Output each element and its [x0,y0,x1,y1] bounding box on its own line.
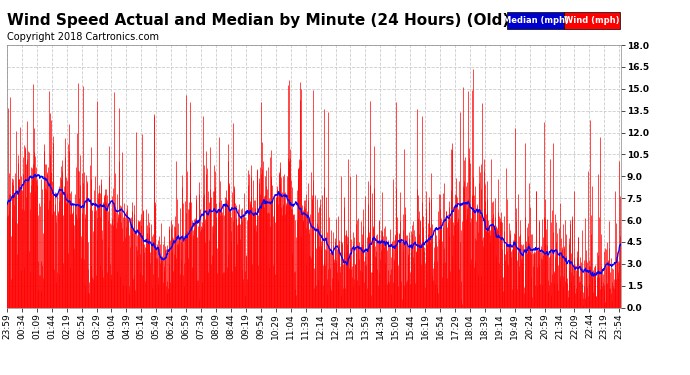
Text: Copyright 2018 Cartronics.com: Copyright 2018 Cartronics.com [7,32,159,42]
Text: Median (mph): Median (mph) [502,16,569,26]
Text: Wind Speed Actual and Median by Minute (24 Hours) (Old) 20180127: Wind Speed Actual and Median by Minute (… [8,13,600,28]
Text: Wind (mph): Wind (mph) [564,16,620,26]
